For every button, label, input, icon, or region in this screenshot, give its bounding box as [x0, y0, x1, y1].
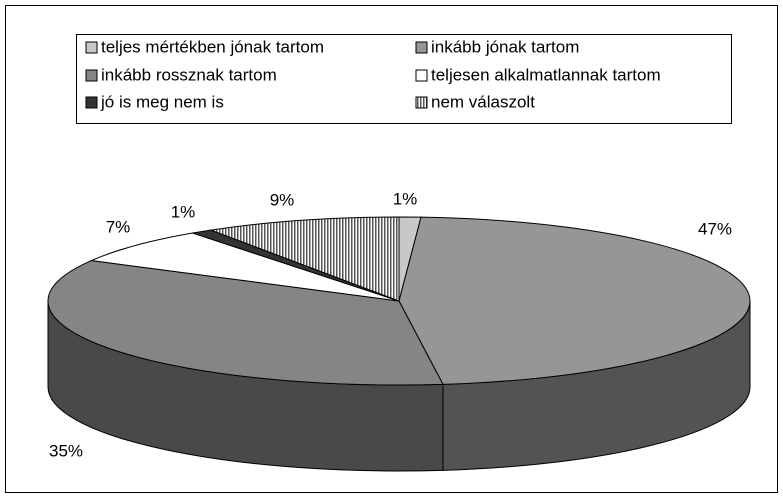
legend-label: inkább rossznak tartom [101, 65, 277, 84]
data-label: 35% [49, 441, 83, 460]
legend-swatch [415, 69, 428, 82]
pie-slice [398, 216, 751, 385]
pie-slice [47, 260, 444, 386]
legend-label: nem válaszolt [431, 92, 535, 111]
pie-slice [89, 232, 400, 302]
data-label: 1% [393, 189, 418, 208]
legend-swatch [85, 69, 98, 82]
data-label: 47% [698, 219, 732, 238]
pie-slice [208, 216, 400, 302]
data-label: 1% [171, 202, 196, 221]
legend-swatch [85, 41, 98, 54]
legend-label: inkább jónak tartom [431, 37, 579, 56]
legend-label: teljesen alkalmatlannak tartom [431, 65, 661, 84]
legend-label: jó is meg nem is [100, 92, 224, 111]
legend-swatch [415, 96, 428, 109]
legend-swatch [415, 41, 428, 54]
legend-swatch [85, 96, 98, 109]
legend-box [76, 34, 732, 124]
data-label: 9% [270, 190, 295, 209]
legend-label: teljes mértékben jónak tartom [101, 37, 324, 56]
data-label: 7% [106, 217, 131, 236]
